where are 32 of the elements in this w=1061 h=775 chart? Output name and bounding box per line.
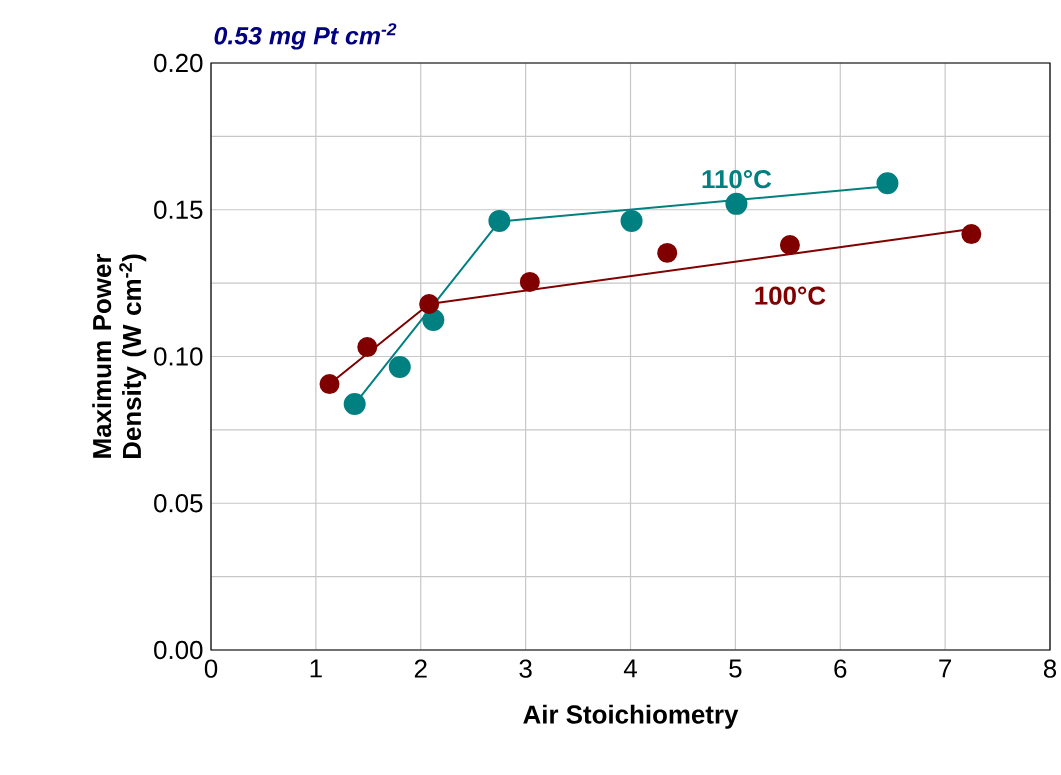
point	[620, 209, 643, 232]
point	[357, 337, 378, 358]
y-tick-label: 0.10	[154, 347, 203, 366]
x-tick-label: 4	[623, 659, 637, 678]
x-tick-label: 7	[939, 659, 952, 678]
x-tick-label: 6	[834, 659, 847, 678]
point	[779, 234, 800, 255]
point	[876, 172, 899, 195]
point	[657, 242, 678, 263]
y-tick-label: 0.05	[154, 494, 203, 513]
y-tick-label: 0.00	[154, 640, 203, 660]
point	[488, 209, 511, 232]
x-tick-label: 2	[414, 659, 427, 678]
point	[419, 293, 440, 314]
point	[961, 224, 982, 245]
point	[343, 393, 366, 416]
x-tick-label: 1	[310, 659, 322, 678]
series-label: 110°C	[702, 170, 772, 189]
point	[725, 192, 748, 215]
point	[422, 309, 445, 332]
x-tick-label: 5	[729, 659, 742, 678]
chart-title: 0.53 mg Pt cm$^{-2}$	[214, 23, 397, 50]
x-tick-label: 0	[204, 659, 218, 678]
x-tick-label: 8	[1043, 659, 1057, 678]
x-axis-title: Air Stoichiometry	[523, 704, 739, 729]
point	[319, 374, 340, 395]
point	[519, 271, 540, 292]
series-label: 100°C	[755, 286, 826, 305]
point	[388, 356, 411, 379]
y-tick-label: 0.15	[154, 200, 203, 219]
y-tick-label: 0.20	[154, 53, 203, 73]
x-tick-label: 3	[519, 659, 532, 678]
